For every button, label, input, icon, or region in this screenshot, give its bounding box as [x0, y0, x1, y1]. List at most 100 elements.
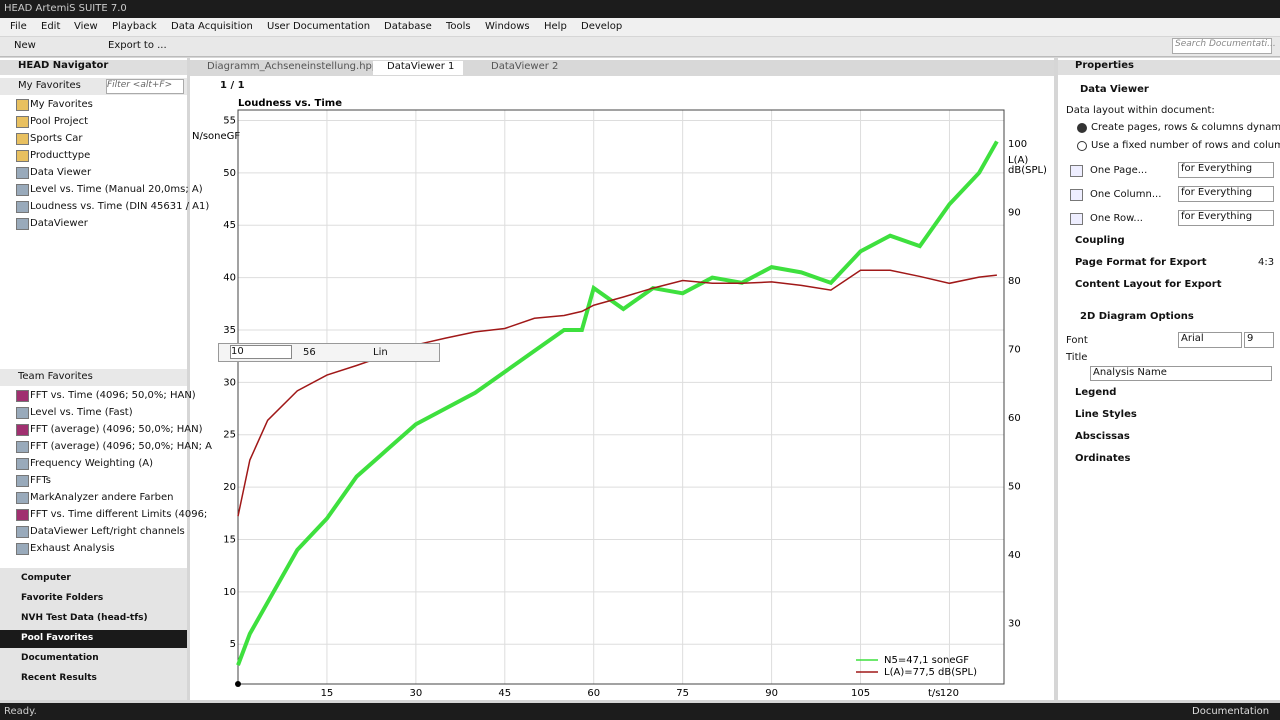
nav-item[interactable]: My Favorites: [30, 99, 93, 110]
legend-label: L(A)=77,5 dB(SPL): [884, 667, 977, 678]
icon: [16, 116, 29, 128]
team-item[interactable]: MarkAnalyzer andere Farben: [30, 492, 174, 503]
team-item[interactable]: Exhaust Analysis: [30, 543, 115, 554]
team-item[interactable]: FFTs: [30, 475, 51, 486]
nav-item[interactable]: Data Viewer: [30, 167, 92, 178]
y2-tick-label: 30: [1008, 619, 1021, 630]
nav-item[interactable]: Loudness vs. Time (DIN 45631 / A1): [30, 201, 210, 212]
filter-box[interactable]: Filter <alt+F>: [106, 79, 184, 94]
radio-label[interactable]: Create pages, rows & columns dynamically: [1091, 122, 1280, 133]
y2-tick-label: 60: [1008, 413, 1021, 424]
x-tick-label: 105: [851, 688, 870, 699]
y-tick-label: 35: [223, 325, 236, 336]
menu-item[interactable]: View: [74, 21, 98, 32]
dropdown[interactable]: Arial: [1178, 332, 1242, 348]
menu-item[interactable]: Tools: [446, 21, 471, 32]
y-tick-label: 30: [223, 377, 236, 388]
axis-scale[interactable]: Lin: [373, 347, 388, 358]
status-text: Ready.: [4, 706, 37, 717]
icon: [16, 99, 29, 111]
group[interactable]: Page Format for Export: [1075, 257, 1207, 268]
bottom-nav-item[interactable]: Recent Results: [21, 673, 97, 683]
team-header: Team Favorites: [0, 369, 187, 386]
y-tick-label: 10: [223, 587, 236, 598]
menu-item[interactable]: Data Acquisition: [171, 21, 253, 32]
section-header: Data Viewer: [1080, 84, 1149, 95]
ratio: 4:3: [1258, 257, 1275, 268]
group[interactable]: Ordinates: [1075, 453, 1131, 464]
team-item[interactable]: FFT vs. Time different Limits (4096;: [30, 509, 208, 520]
bottom-nav-item[interactable]: Favorite Folders: [21, 593, 104, 603]
menu-item[interactable]: Edit: [41, 21, 61, 32]
bottom-nav-item[interactable]: Pool Favorites: [0, 630, 187, 648]
team-item[interactable]: FFT (average) (4096; 50,0%; HAN): [30, 424, 203, 435]
team-item[interactable]: DataViewer Left/right channels: [30, 526, 185, 537]
navigator-title: HEAD Navigator: [0, 60, 187, 75]
dropdown[interactable]: for Everything: [1178, 210, 1274, 226]
nav-item[interactable]: Producttype: [30, 150, 91, 161]
y2-tick-label: 90: [1008, 208, 1021, 219]
menu-item[interactable]: Windows: [485, 21, 530, 32]
title-bar: [0, 0, 1280, 18]
text-field[interactable]: Analysis Name: [1090, 366, 1272, 381]
tab[interactable]: Diagramm_Achseneinstellung.hpp: [207, 61, 379, 72]
dropdown[interactable]: for Everything: [1178, 162, 1274, 178]
axis-max[interactable]: 56: [303, 347, 316, 358]
group[interactable]: Legend: [1075, 387, 1117, 398]
data-line: [237, 269, 997, 517]
icon: [16, 458, 29, 470]
status-right: Documentation: [1192, 706, 1270, 717]
group[interactable]: Abscissas: [1075, 431, 1130, 442]
search-box[interactable]: Search Documentati...: [1172, 38, 1276, 54]
tab[interactable]: DataViewer 1: [373, 61, 463, 75]
origin-marker: [235, 681, 241, 687]
team-item[interactable]: Level vs. Time (Fast): [30, 407, 133, 418]
x-tick-label: 45: [498, 688, 511, 699]
menu-item[interactable]: Develop: [581, 21, 623, 32]
radio[interactable]: [1077, 123, 1087, 133]
menu-item[interactable]: File: [10, 21, 27, 32]
team-item[interactable]: FFT vs. Time (4096; 50,0%; HAN): [30, 390, 196, 401]
menu-item[interactable]: Database: [384, 21, 432, 32]
radio[interactable]: [1077, 141, 1087, 151]
nav-item[interactable]: Pool Project: [30, 116, 89, 127]
toolbar-button[interactable]: New: [14, 40, 36, 51]
x-tick-label: 30: [409, 688, 422, 699]
nav-item[interactable]: DataViewer: [30, 218, 88, 229]
menu-item[interactable]: Playback: [112, 21, 157, 32]
nav-item[interactable]: Level vs. Time (Manual 20,0ms; A): [30, 184, 203, 195]
bottom-nav-item[interactable]: NVH Test Data (head-tfs): [21, 613, 148, 623]
group[interactable]: Content Layout for Export: [1075, 279, 1222, 290]
team-item[interactable]: Frequency Weighting (A): [30, 458, 153, 469]
icon: [1070, 189, 1083, 201]
dropdown[interactable]: for Everything: [1178, 186, 1274, 202]
view-label: One Page...: [1090, 165, 1148, 176]
nav-item[interactable]: Sports Car: [30, 133, 83, 144]
icon: [16, 475, 29, 487]
team-item[interactable]: FFT (average) (4096; 50,0%; HAN; A: [30, 441, 212, 452]
y-tick-label: 25: [223, 430, 236, 441]
icon: [1070, 165, 1083, 177]
icon: [16, 424, 29, 436]
bottom-nav-item[interactable]: Computer: [21, 573, 71, 583]
label: Font: [1066, 335, 1088, 346]
x-tick-label: 60: [587, 688, 600, 699]
y-tick-label: 45: [223, 220, 236, 231]
view-label: One Row...: [1090, 213, 1143, 224]
tab[interactable]: DataViewer 2: [491, 61, 559, 72]
axis-min[interactable]: 10: [230, 345, 292, 359]
icon: [16, 407, 29, 419]
group[interactable]: Coupling: [1075, 235, 1125, 246]
window-title: HEAD ArtemiS SUITE 7.0: [4, 3, 127, 14]
pager: 1 / 1: [220, 80, 245, 91]
group[interactable]: Line Styles: [1075, 409, 1137, 420]
menu-item[interactable]: User Documentation: [267, 21, 371, 32]
x-tick-label: 120: [940, 688, 959, 699]
radio-label[interactable]: Use a fixed number of rows and columns: [1091, 140, 1280, 151]
bottom-nav-item[interactable]: Documentation: [21, 653, 99, 663]
menu-item[interactable]: Help: [544, 21, 567, 32]
dropdown[interactable]: 9: [1244, 332, 1274, 348]
toolbar-button[interactable]: Export to ...: [108, 40, 167, 51]
y-tick-label: 55: [223, 115, 236, 126]
